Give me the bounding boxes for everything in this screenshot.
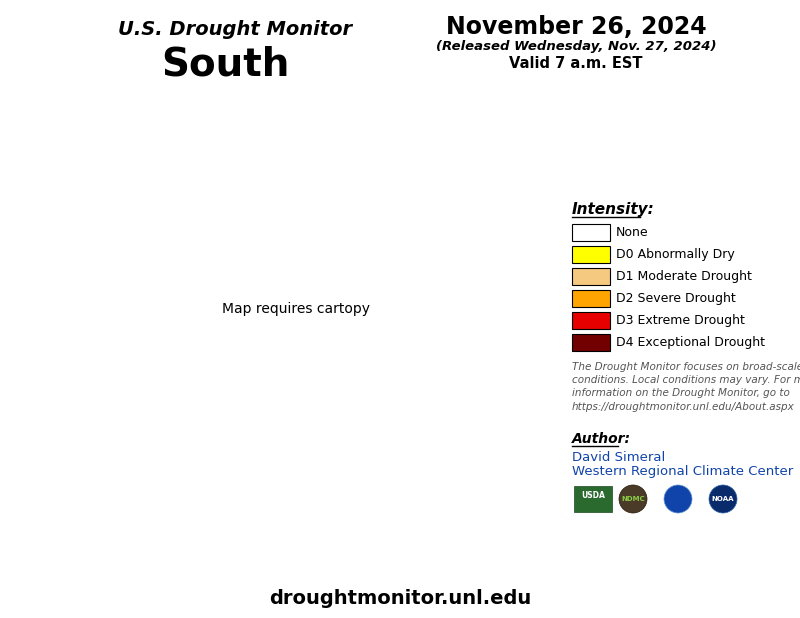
Text: Intensity:: Intensity:	[572, 202, 654, 217]
Text: David Simeral: David Simeral	[572, 451, 666, 464]
Text: Map requires cartopy: Map requires cartopy	[222, 302, 370, 316]
Circle shape	[619, 485, 647, 513]
Text: Author:: Author:	[572, 432, 631, 446]
Text: NDMC: NDMC	[621, 496, 645, 502]
Text: The Drought Monitor focuses on broad-scale
conditions. Local conditions may vary: The Drought Monitor focuses on broad-sca…	[572, 362, 800, 412]
Bar	[572, 312, 610, 329]
Text: D4 Exceptional Drought: D4 Exceptional Drought	[616, 336, 765, 349]
Text: USDA: USDA	[581, 491, 605, 499]
Circle shape	[664, 485, 692, 513]
Text: None: None	[616, 226, 649, 239]
Circle shape	[709, 485, 737, 513]
Bar	[572, 224, 610, 241]
Bar	[572, 334, 610, 351]
Bar	[572, 246, 610, 263]
Text: droughtmonitor.unl.edu: droughtmonitor.unl.edu	[269, 589, 531, 608]
Text: November 26, 2024: November 26, 2024	[446, 15, 706, 39]
Bar	[572, 290, 610, 307]
Text: NOAA: NOAA	[712, 496, 734, 502]
Text: D3 Extreme Drought: D3 Extreme Drought	[616, 314, 745, 327]
Text: U.S. Drought Monitor: U.S. Drought Monitor	[118, 20, 352, 39]
Text: D2 Severe Drought: D2 Severe Drought	[616, 292, 736, 305]
Text: Western Regional Climate Center: Western Regional Climate Center	[572, 465, 794, 478]
Text: (Released Wednesday, Nov. 27, 2024): (Released Wednesday, Nov. 27, 2024)	[436, 40, 716, 53]
Text: South: South	[161, 45, 289, 83]
Text: D1 Moderate Drought: D1 Moderate Drought	[616, 270, 752, 283]
Text: Valid 7 a.m. EST: Valid 7 a.m. EST	[510, 56, 642, 71]
Bar	[574, 486, 612, 512]
Bar	[572, 268, 610, 285]
Text: D0 Abnormally Dry: D0 Abnormally Dry	[616, 248, 734, 261]
